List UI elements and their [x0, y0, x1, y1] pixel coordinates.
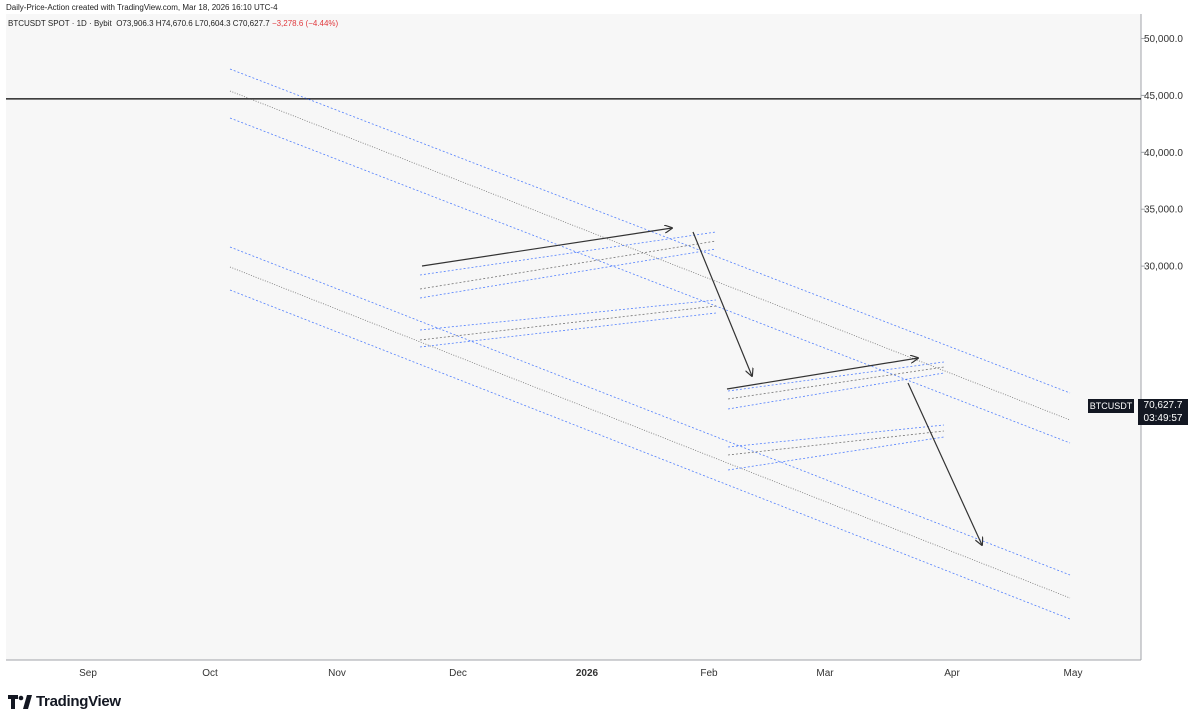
plot-area: [6, 14, 1141, 660]
tradingview-brand[interactable]: TradingView: [8, 693, 121, 710]
watermark-text: Daily-Price-Action created with TradingV…: [6, 3, 278, 12]
range-channel-line: [419, 299, 717, 331]
range-channel-line: [727, 436, 945, 471]
current-price-value: 70,627.7: [1143, 400, 1183, 411]
projection-arrow: [692, 231, 752, 376]
low-value: L70,604.3: [194, 19, 231, 28]
change-value: −3,278.6 (−4.44%): [271, 19, 339, 28]
range-channel-line: [727, 430, 945, 456]
projection-arrow: [726, 358, 918, 390]
range-channel-line: [419, 240, 717, 290]
range-channel-line: [727, 424, 945, 448]
time-tick-label: Sep: [79, 668, 97, 679]
price-tag: 70,627.7 03:49:57: [1138, 399, 1188, 425]
range-channel-line: [419, 305, 717, 341]
price-tick-label: 45,000.0: [1144, 91, 1183, 102]
symbol-label[interactable]: BTCUSDT SPOT · 1D · Bybit: [8, 19, 112, 28]
legend-header: BTCUSDT SPOT · 1D · Bybit O73,906.3 H74,…: [8, 19, 338, 28]
range-channel-line: [419, 312, 717, 348]
tradingview-logo-icon: [8, 694, 32, 709]
time-tick-label: Mar: [816, 668, 834, 679]
time-tick-label: Feb: [700, 668, 718, 679]
time-tick-label: Nov: [328, 668, 346, 679]
projection-arrow: [907, 382, 982, 545]
price-tick-label: 50,000.0: [1144, 34, 1183, 45]
projection-arrow: [421, 228, 672, 267]
time-tick-label: Dec: [449, 668, 467, 679]
time-tick-label: 2026: [576, 668, 599, 679]
range-channel-line: [419, 231, 717, 276]
range-channel-line: [727, 366, 945, 400]
price-tick-label: 40,000.0: [1144, 148, 1183, 159]
open-value: O73,906.3: [116, 19, 154, 28]
symbol-tag: BTCUSDT: [1088, 399, 1134, 413]
time-tick-label: Oct: [202, 668, 218, 679]
range-channel-line: [727, 361, 945, 392]
close-value: C70,627.7: [232, 19, 270, 28]
bar-countdown: 03:49:57: [1143, 413, 1183, 424]
range-channel-line: [727, 372, 945, 410]
channel-line: [229, 90, 1071, 421]
time-tick-label: Apr: [944, 668, 960, 679]
channel-line: [229, 266, 1071, 599]
time-tick-label: May: [1064, 668, 1083, 679]
high-value: H74,670.6: [155, 19, 193, 28]
brand-name: TradingView: [36, 693, 121, 710]
price-tick-label: 30,000.0: [1144, 262, 1183, 273]
price-tick-label: 35,000.0: [1144, 205, 1183, 216]
